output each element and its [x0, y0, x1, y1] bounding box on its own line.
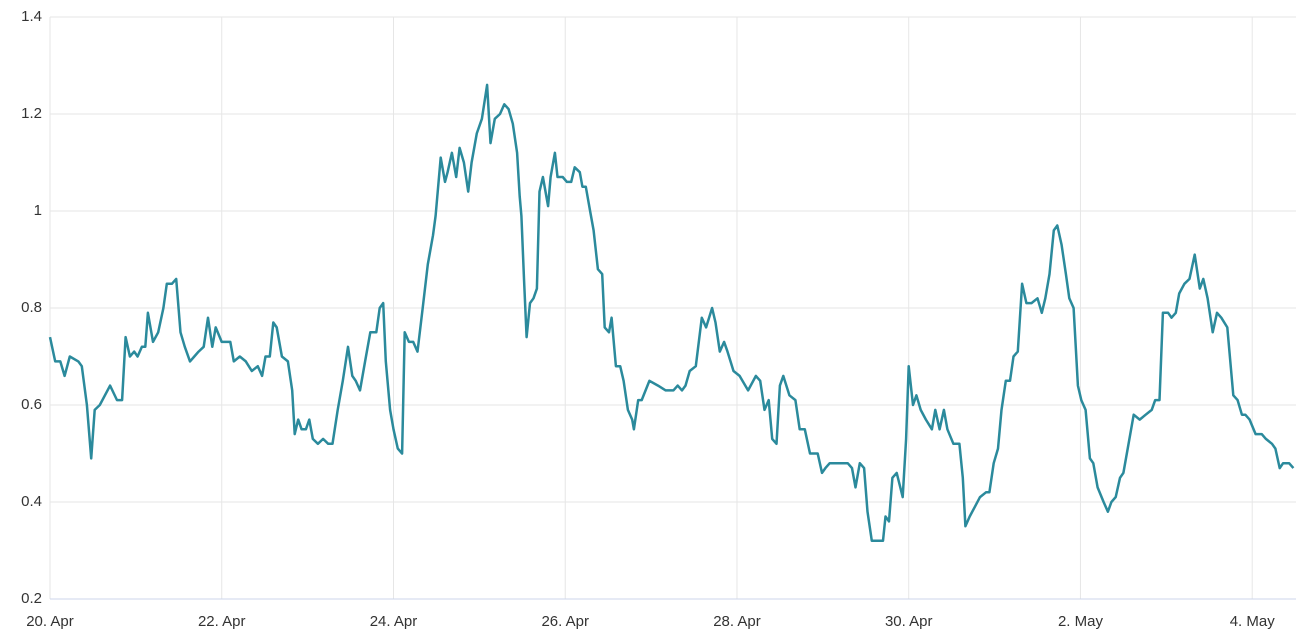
x-tick-label: 28. Apr — [713, 613, 761, 630]
x-tick-label: 26. Apr — [541, 613, 589, 630]
y-tick-label: 1 — [34, 202, 42, 219]
y-tick-label: 0.8 — [21, 299, 42, 316]
x-tick-label: 30. Apr — [885, 613, 933, 630]
x-tick-label: 20. Apr — [26, 613, 74, 630]
y-tick-label: 0.2 — [21, 590, 42, 607]
x-tick-label: 24. Apr — [370, 613, 418, 630]
x-tick-label: 2. May — [1058, 613, 1104, 630]
y-tick-label: 1.4 — [21, 8, 42, 25]
y-tick-label: 0.6 — [21, 396, 42, 413]
x-tick-label: 4. May — [1230, 613, 1276, 630]
data-line — [48, 83, 1295, 543]
x-tick-label: 22. Apr — [198, 613, 246, 630]
y-tick-label: 1.2 — [21, 105, 42, 122]
y-tick-label: 0.4 — [21, 493, 42, 510]
